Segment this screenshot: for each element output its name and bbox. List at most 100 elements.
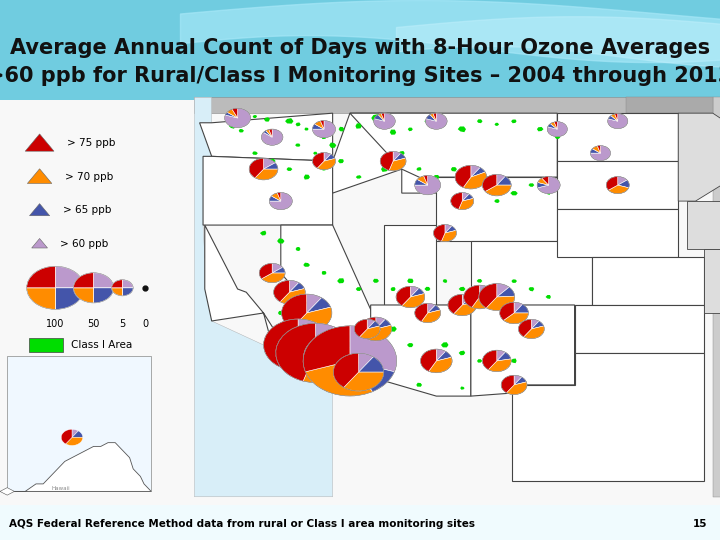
Wedge shape [608,113,628,129]
Wedge shape [593,146,600,153]
Wedge shape [333,339,359,356]
Polygon shape [203,157,333,225]
Wedge shape [538,177,560,194]
Wedge shape [264,163,278,169]
Wedge shape [480,287,495,297]
Polygon shape [356,335,361,339]
Wedge shape [274,280,289,302]
Wedge shape [451,192,462,210]
Polygon shape [204,225,371,377]
Wedge shape [324,152,330,161]
Polygon shape [528,183,534,187]
Polygon shape [277,238,284,244]
Polygon shape [477,359,482,362]
Wedge shape [122,280,133,288]
Wedge shape [554,122,557,129]
Wedge shape [497,174,505,185]
Polygon shape [381,166,389,172]
Polygon shape [239,129,244,132]
Wedge shape [611,114,618,121]
Polygon shape [313,152,318,154]
Text: > 60 ppb: > 60 ppb [60,239,109,248]
Wedge shape [264,158,275,169]
Polygon shape [303,262,310,267]
Text: 0: 0 [143,319,148,329]
Wedge shape [497,284,509,297]
Wedge shape [415,303,428,321]
Polygon shape [433,175,439,180]
Wedge shape [315,327,353,353]
Wedge shape [261,129,283,145]
Polygon shape [390,287,395,291]
Wedge shape [320,120,324,129]
Polygon shape [296,247,300,251]
Polygon shape [14,443,151,491]
Polygon shape [436,177,557,241]
Wedge shape [292,307,332,332]
Polygon shape [416,383,422,387]
Wedge shape [497,287,515,297]
Polygon shape [285,118,294,124]
Wedge shape [298,324,329,345]
Wedge shape [389,158,406,171]
Wedge shape [276,323,315,381]
Wedge shape [428,305,440,313]
Wedge shape [433,113,436,121]
Wedge shape [259,264,272,279]
Wedge shape [72,431,83,437]
Polygon shape [260,231,266,235]
Polygon shape [194,97,713,113]
Polygon shape [443,119,447,123]
Polygon shape [592,257,704,305]
Polygon shape [460,387,464,390]
Wedge shape [277,192,281,201]
Text: AQS Federal Reference Method data from rural or Class I area monitoring sites: AQS Federal Reference Method data from r… [9,519,474,529]
Wedge shape [500,302,514,320]
Wedge shape [368,325,392,341]
Wedge shape [307,294,322,313]
Wedge shape [298,319,318,345]
Polygon shape [554,135,560,139]
Wedge shape [497,352,511,361]
Wedge shape [486,296,515,310]
Wedge shape [606,177,618,190]
Wedge shape [472,293,495,309]
Wedge shape [542,177,549,185]
Wedge shape [615,113,618,121]
Polygon shape [321,335,327,339]
Wedge shape [618,180,629,188]
Wedge shape [269,129,272,137]
Wedge shape [417,176,428,185]
Polygon shape [493,287,500,292]
Wedge shape [367,321,379,329]
Polygon shape [459,287,465,291]
Wedge shape [122,288,133,296]
Wedge shape [590,148,600,153]
Wedge shape [324,154,335,161]
Wedge shape [321,335,341,363]
Wedge shape [343,372,384,391]
Wedge shape [333,353,359,387]
Wedge shape [292,334,333,371]
Wedge shape [332,345,361,365]
Wedge shape [506,382,527,395]
Polygon shape [194,97,333,497]
Polygon shape [471,241,592,305]
Polygon shape [511,119,516,123]
Polygon shape [286,319,293,323]
Polygon shape [528,287,534,292]
Wedge shape [374,113,395,129]
Polygon shape [32,239,48,248]
Text: > 75 ppb: > 75 ppb [67,138,115,148]
Polygon shape [451,167,457,172]
Wedge shape [249,158,264,178]
Text: 5: 5 [120,319,125,329]
Wedge shape [312,152,324,168]
Wedge shape [303,344,355,383]
Wedge shape [464,285,480,307]
Polygon shape [557,209,678,257]
Wedge shape [264,319,298,370]
Wedge shape [359,357,384,372]
Polygon shape [458,126,466,132]
Wedge shape [393,153,405,161]
